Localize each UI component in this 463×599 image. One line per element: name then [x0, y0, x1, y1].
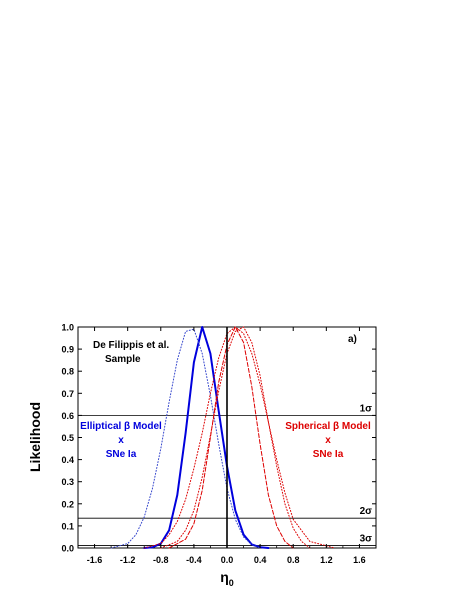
x-axis-title-symbol: η	[220, 569, 229, 585]
x-axis-title-subscript: 0	[229, 578, 234, 588]
sigma-label: 3σ	[360, 534, 373, 545]
likelihood-curve	[168, 326, 294, 549]
elliptical-annotation-line1: Elliptical β Model	[80, 421, 162, 432]
y-tick-label: 0.1	[61, 521, 74, 531]
series-layer	[110, 326, 336, 549]
y-tick-label: 1.0	[61, 323, 74, 333]
x-tick-label: 1.6	[353, 555, 366, 565]
y-tick-label: 0.9	[61, 345, 74, 355]
y-tick-label: 0.6	[61, 411, 74, 421]
x-tick-label: 0.4	[254, 555, 267, 565]
y-tick-label: 0.0	[61, 544, 74, 554]
likelihood-curve	[143, 326, 270, 549]
likelihood-curve	[143, 326, 336, 549]
x-tick-label: -0.4	[186, 555, 202, 565]
likelihood-curve	[110, 328, 261, 549]
y-tick-label: 0.7	[61, 389, 74, 399]
y-axis-title: Likelihood	[27, 402, 43, 472]
x-axis-title: η0	[220, 569, 234, 588]
x-tick-label: -1.2	[120, 555, 136, 565]
spherical-annotation-line1: Spherical β Model	[285, 421, 371, 432]
x-tick-label: -0.8	[153, 555, 169, 565]
spherical-annotation-line2: x	[325, 435, 331, 446]
x-axis-ticks: -1.6 -1.2 -0.8 -0.4 0.0 0.4 0.8 1.2 1.6	[77, 327, 377, 565]
sigma-label: 1σ	[360, 403, 373, 414]
y-tick-label: 0.2	[61, 499, 74, 509]
sample-annotation-line2: Sample	[105, 354, 141, 365]
sample-annotation-line1: De Filippis et al.	[93, 340, 169, 351]
y-tick-label: 0.4	[61, 455, 74, 465]
x-tick-label: -1.6	[87, 555, 103, 565]
spherical-annotation-line3: SNe Ia	[313, 449, 344, 460]
sigma-label: 2σ	[360, 506, 373, 517]
elliptical-annotation-line3: SNe Ia	[106, 449, 137, 460]
likelihood-curve	[160, 326, 311, 549]
y-tick-label: 0.3	[61, 477, 74, 487]
y-axis-ticks: 0.0 0.1 0.2 0.3 0.4 0.5 0.6 0.7 0.8 0.9 1.0	[61, 323, 376, 554]
elliptical-annotation-line2: x	[118, 435, 124, 446]
y-tick-label: 0.8	[61, 367, 74, 377]
panel-label: a)	[348, 334, 357, 345]
y-tick-label: 0.5	[61, 433, 74, 443]
x-tick-label: 1.2	[320, 555, 333, 565]
x-tick-label: 0.0	[221, 555, 234, 565]
x-tick-label: 0.8	[287, 555, 300, 565]
